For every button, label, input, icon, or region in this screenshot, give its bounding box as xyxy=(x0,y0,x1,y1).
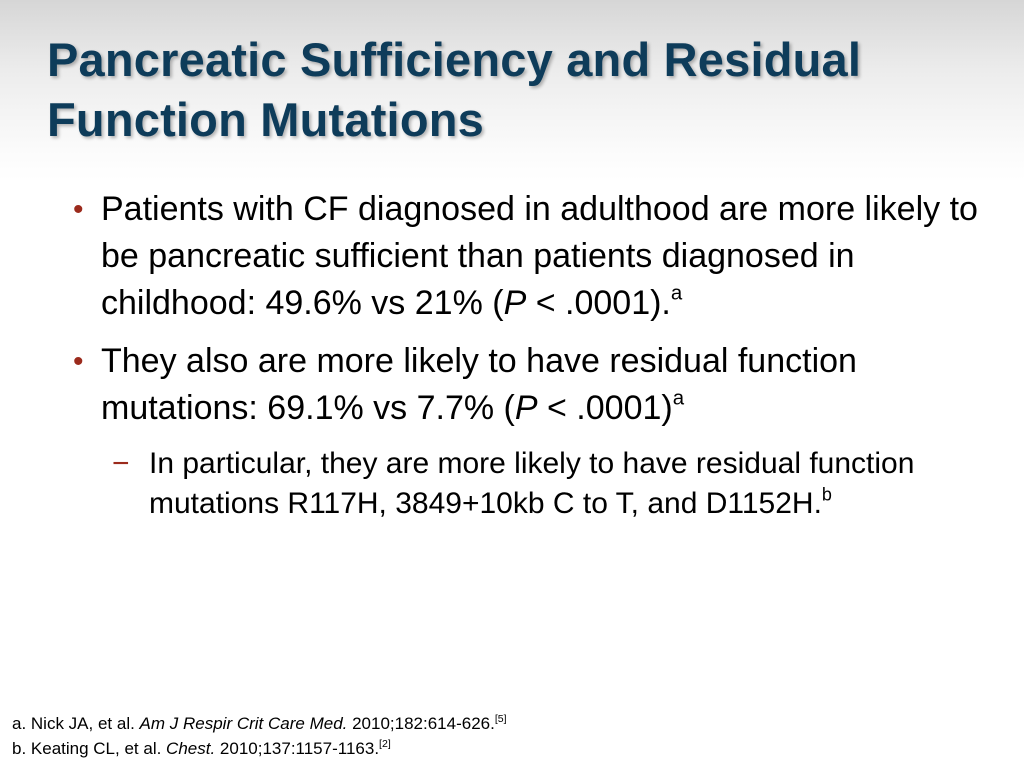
italic-text: P xyxy=(514,389,538,427)
reference-a: a. Nick JA, et al. Am J Respir Crit Care… xyxy=(12,711,507,736)
text-run: They also are more likely to have residu… xyxy=(101,342,857,427)
dash-marker-icon: − xyxy=(112,447,130,480)
superscript: a xyxy=(672,387,685,410)
text-run: < .0001). xyxy=(526,284,671,322)
text-run: 2010;182:614-626. xyxy=(347,714,495,733)
slide-title-line-1: Pancreatic Sufficiency and Residual xyxy=(47,33,862,86)
superscript: [2] xyxy=(379,738,391,751)
text-run: b. Keating CL, et al. xyxy=(12,739,167,758)
bullet-item: • They also are more likely to have resi… xyxy=(0,338,1024,432)
superscript: [5] xyxy=(494,713,507,726)
references: a. Nick JA, et al. Am J Respir Crit Care… xyxy=(12,711,507,761)
italic-text: Am J Respir Crit Care Med. xyxy=(139,714,348,733)
italic-text: P xyxy=(503,284,527,322)
text-run: 2010;137:1157-1163. xyxy=(215,739,380,758)
reference-b: b. Keating CL, et al. Chest. 2010;137:11… xyxy=(12,736,507,761)
text-run: < .0001) xyxy=(537,389,673,427)
italic-text: Chest. xyxy=(166,739,216,758)
sub-bullet-text: In particular, they are more likely to h… xyxy=(149,447,914,520)
bullet-text: Patients with CF diagnosed in adulthood … xyxy=(101,190,978,322)
bullet-item: • Patients with CF diagnosed in adulthoo… xyxy=(0,186,1024,327)
sub-bullet-item: − In particular, they are more likely to… xyxy=(0,444,1024,524)
slide-title: Pancreatic Sufficiency and Residual Func… xyxy=(47,30,1007,150)
superscript: b xyxy=(821,484,832,505)
bullet-marker-icon: • xyxy=(73,345,84,378)
text-run: Patients with CF diagnosed in adulthood … xyxy=(101,190,978,322)
slide-content: • Patients with CF diagnosed in adulthoo… xyxy=(0,186,1024,524)
superscript: a xyxy=(670,282,683,305)
bullet-text: They also are more likely to have residu… xyxy=(101,342,857,427)
text-run: In particular, they are more likely to h… xyxy=(149,447,915,520)
slide-title-line-2: Function Mutations xyxy=(47,93,484,146)
bullet-marker-icon: • xyxy=(73,193,84,226)
text-run: a. Nick JA, et al. xyxy=(12,714,140,733)
